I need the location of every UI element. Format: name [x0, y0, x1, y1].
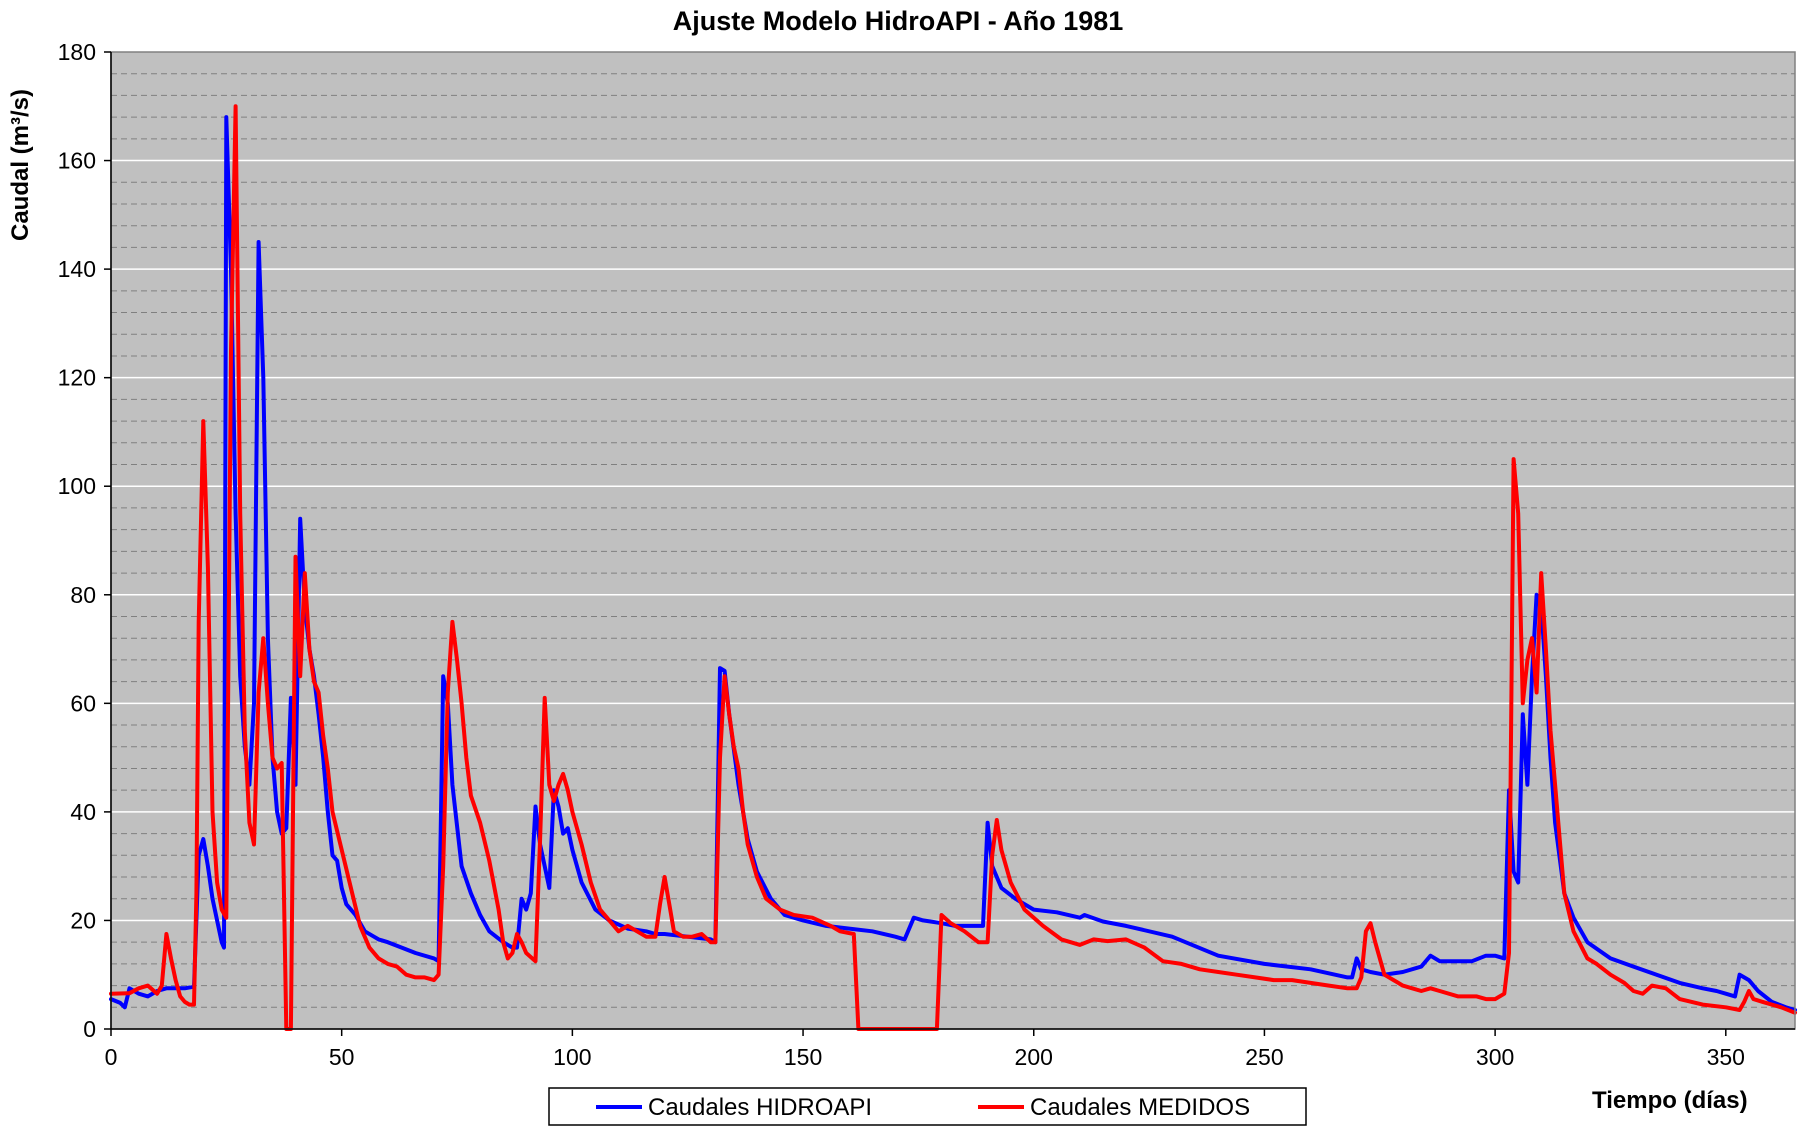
minor-gridlines	[111, 73, 1795, 1008]
y-axis-title: Caudal (m³/s)	[7, 89, 34, 241]
y-tick-label: 20	[70, 907, 96, 933]
x-tick-label: 250	[1245, 1044, 1283, 1070]
series-line-medidos	[109, 104, 1797, 1031]
axes	[104, 51, 1796, 1036]
y-tick-label: 80	[70, 582, 96, 608]
legend-label-medidos: Caudales MEDIDOS	[1030, 1094, 1250, 1121]
y-tick-label: 60	[70, 690, 96, 716]
y-tick-label: 100	[58, 473, 96, 499]
x-axis-title: Tiempo (días)	[1592, 1087, 1748, 1114]
chart-title: Ajuste Modelo HidroAPI - Año 1981	[673, 6, 1124, 36]
y-tick-label: 180	[58, 39, 96, 65]
x-tick-label: 50	[329, 1044, 355, 1070]
y-tick-labels: 0 20 40 60 80 100 120 140 160 180	[58, 39, 96, 1042]
x-tick-label: 150	[784, 1044, 822, 1070]
y-tick-label: 160	[58, 148, 96, 174]
x-tick-label: 100	[553, 1044, 591, 1070]
y-tick-label: 0	[83, 1016, 96, 1042]
x-tick-label: 200	[1015, 1044, 1053, 1070]
legend-box	[548, 1087, 1307, 1126]
x-tick-labels: 0 50 100 150 200 250 300 350	[105, 1044, 1745, 1070]
x-tick-label: 300	[1476, 1044, 1514, 1070]
y-tick-label: 140	[58, 256, 96, 282]
y-tick-label: 40	[70, 799, 96, 825]
legend-label-hidroapi: Caudales HIDROAPI	[648, 1094, 872, 1121]
y-tick-label: 120	[58, 365, 96, 391]
x-tick-label: 350	[1707, 1044, 1745, 1070]
series-layer	[109, 104, 1797, 1031]
legend: Caudales HIDROAPI Caudales MEDIDOS	[548, 1087, 1307, 1126]
plot-area	[111, 52, 1795, 1029]
x-tick-label: 0	[105, 1044, 118, 1070]
